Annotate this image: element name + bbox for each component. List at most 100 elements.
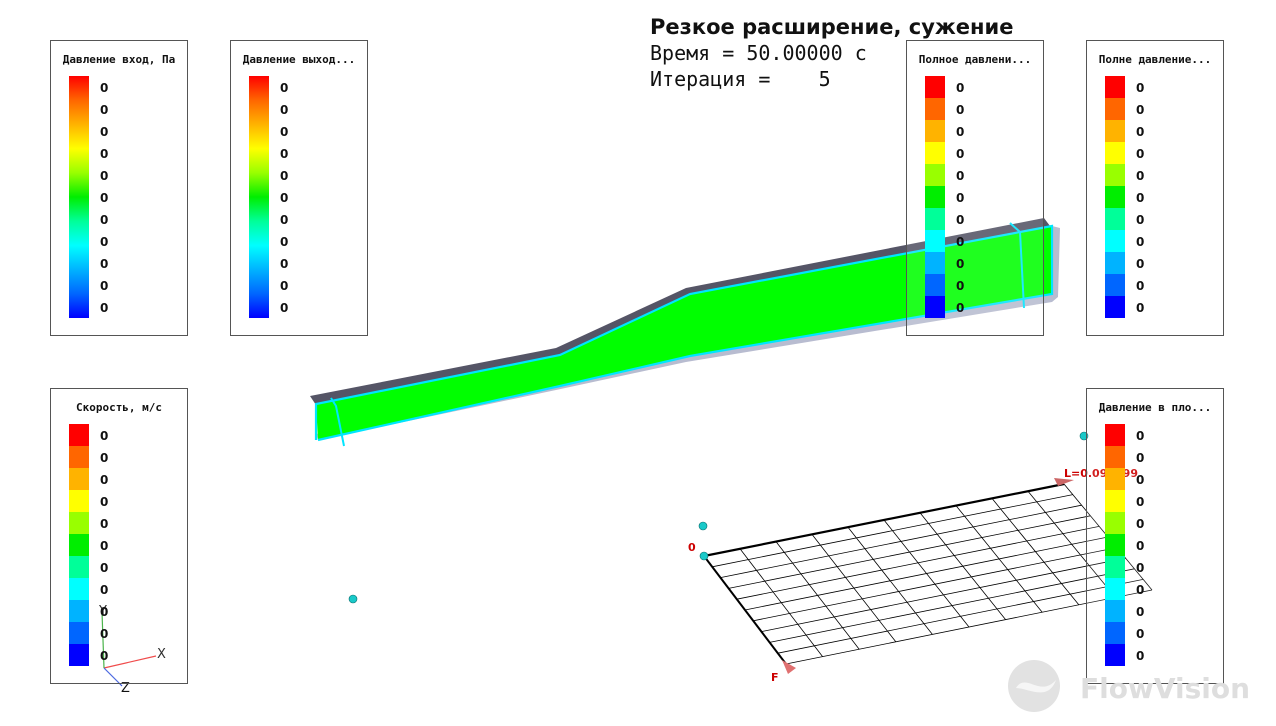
probe-marker-icon[interactable] xyxy=(699,551,709,561)
legend-value: 0 xyxy=(1136,125,1145,139)
legend-value: 0 xyxy=(956,103,965,117)
legend-value: 0 xyxy=(956,191,965,205)
legend-value: 0 xyxy=(100,429,109,443)
legend-value: 0 xyxy=(100,169,109,183)
legend-value: 0 xyxy=(1136,81,1145,95)
legend-swatch xyxy=(1105,424,1125,446)
flowvision-logo-icon xyxy=(1008,660,1060,712)
legend-value: 0 xyxy=(1136,257,1145,271)
legend-title: Полне давление... xyxy=(1098,53,1212,66)
legend-swatch xyxy=(1105,208,1125,230)
legend-value: 0 xyxy=(100,301,109,315)
legend-total-pressure-2[interactable]: Полне давление... 0 0 0 0 0 0 0 0 0 0 0 xyxy=(1086,40,1224,336)
legend-value: 0 xyxy=(1136,301,1145,315)
legend-swatch xyxy=(1105,578,1125,600)
legend-value: 0 xyxy=(1136,451,1145,465)
legend-value: 0 xyxy=(956,81,965,95)
legend-value: 0 xyxy=(280,213,289,227)
legend-swatch xyxy=(69,578,89,600)
legend-swatch xyxy=(1105,164,1125,186)
probe-marker-icon[interactable] xyxy=(348,594,358,604)
legend-velocity[interactable]: Скорость, м/с 0 0 0 0 0 0 0 0 0 0 0 xyxy=(50,388,188,684)
legend-swatch xyxy=(1105,252,1125,274)
legend-inlet-pressure[interactable]: Давление вход, Па 0 0 0 0 0 0 0 0 0 0 0 xyxy=(50,40,188,336)
simulation-header: Резкое расширение, сужение Время = 50.00… xyxy=(650,14,1014,92)
grid-f-label: F xyxy=(771,671,779,684)
probe-marker-icon[interactable] xyxy=(698,521,708,531)
probe-markers xyxy=(348,431,1089,604)
legend-value: 0 xyxy=(1136,583,1145,597)
legend-value: 0 xyxy=(100,473,109,487)
legend-swatch xyxy=(925,208,945,230)
legend-value: 0 xyxy=(100,649,109,663)
pipe-outline xyxy=(314,224,1054,442)
iteration-readout: Итерация = 5 xyxy=(650,67,831,91)
legend-title: Полное давлени... xyxy=(918,53,1032,66)
grid-plane xyxy=(703,482,1153,665)
legend-value: 0 xyxy=(100,561,109,575)
legend-value: 0 xyxy=(1136,103,1145,117)
legend-value: 0 xyxy=(1136,517,1145,531)
legend-value: 0 xyxy=(956,235,965,249)
legend-swatch xyxy=(925,186,945,208)
legend-swatch xyxy=(1105,120,1125,142)
legend-value: 0 xyxy=(100,81,109,95)
legend-swatch xyxy=(925,76,945,98)
legend-value: 0 xyxy=(956,301,965,315)
legend-value: 0 xyxy=(280,191,289,205)
legend-value: 0 xyxy=(1136,649,1145,663)
simulation-title: Резкое расширение, сужение xyxy=(650,15,1014,39)
legend-value: 0 xyxy=(956,125,965,139)
legend-swatch xyxy=(925,164,945,186)
legend-swatch xyxy=(1105,186,1125,208)
legend-total-pressure-1[interactable]: Полное давлени... 0 0 0 0 0 0 0 0 0 0 0 xyxy=(906,40,1044,336)
legend-swatch xyxy=(69,644,89,666)
legend-swatch xyxy=(69,490,89,512)
grid-origin-label: 0 xyxy=(688,541,696,554)
legend-value: 0 xyxy=(280,147,289,161)
legend-swatch xyxy=(925,120,945,142)
legend-swatch xyxy=(1105,644,1125,666)
legend-value: 0 xyxy=(1136,191,1145,205)
legend-outlet-pressure[interactable]: Давление выход... 0 0 0 0 0 0 0 0 0 0 0 xyxy=(230,40,368,336)
legend-swatch xyxy=(69,600,89,622)
legend-swatch xyxy=(1105,446,1125,468)
legend-value: 0 xyxy=(1136,429,1145,443)
legend-value: 0 xyxy=(100,103,109,117)
pipe-fluid-region xyxy=(316,226,1052,440)
legend-swatch xyxy=(1105,622,1125,644)
axis-y-label: Y xyxy=(98,604,107,619)
legend-swatch xyxy=(69,512,89,534)
legend-swatch xyxy=(69,534,89,556)
legend-value: 0 xyxy=(1136,147,1145,161)
legend-gradient-bar xyxy=(69,76,89,318)
legend-swatch xyxy=(1105,76,1125,98)
legend-swatch xyxy=(1105,296,1125,318)
legend-title: Скорость, м/с xyxy=(75,401,163,414)
legend-value: 0 xyxy=(1136,473,1145,487)
legend-swatch xyxy=(1105,230,1125,252)
legend-swatch xyxy=(1105,534,1125,556)
legend-value: 0 xyxy=(100,279,109,293)
legend-swatch xyxy=(1105,274,1125,296)
legend-value: 0 xyxy=(1136,213,1145,227)
outlet-section xyxy=(1009,222,1025,309)
watermark-text: FlowVision xyxy=(1080,672,1251,705)
legend-value: 0 xyxy=(100,191,109,205)
length-arrow-icon xyxy=(1054,478,1074,486)
legend-value: 0 xyxy=(280,279,289,293)
legend-value: 0 xyxy=(100,235,109,249)
legend-value: 0 xyxy=(280,81,289,95)
legend-plane-pressure[interactable]: Давление в пло... 0 0 0 0 0 0 0 0 0 0 0 xyxy=(1086,388,1224,684)
legend-value: 0 xyxy=(956,213,965,227)
legend-value: 0 xyxy=(1136,605,1145,619)
legend-value: 0 xyxy=(100,605,109,619)
legend-value: 0 xyxy=(100,583,109,597)
legend-swatch xyxy=(69,446,89,468)
legend-swatch xyxy=(925,230,945,252)
legend-value: 0 xyxy=(100,539,109,553)
legend-gradient-bar xyxy=(249,76,269,318)
legend-swatch xyxy=(69,622,89,644)
legend-swatch xyxy=(1105,512,1125,534)
